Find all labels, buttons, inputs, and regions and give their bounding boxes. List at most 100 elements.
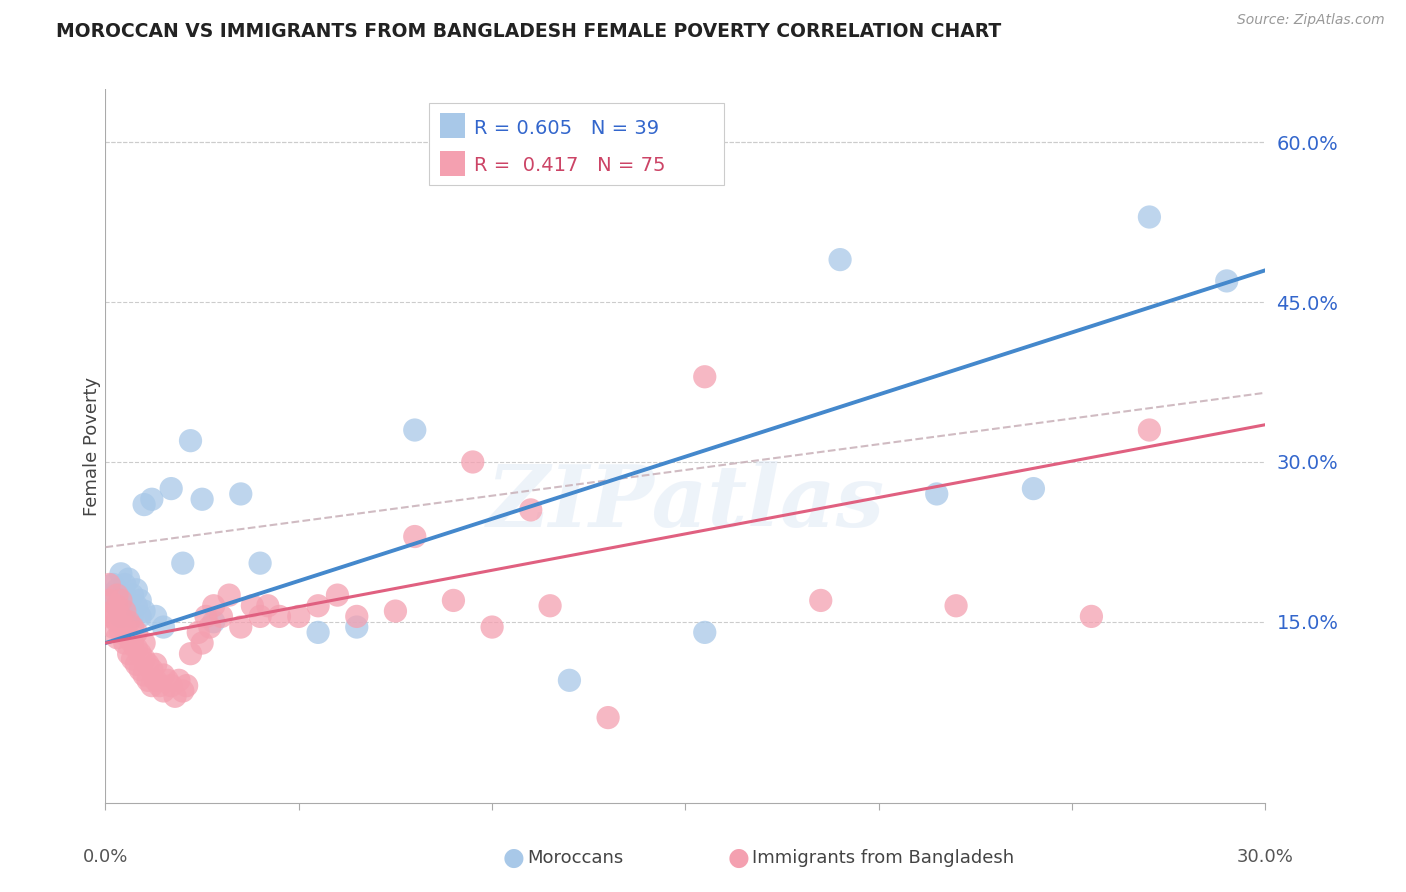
Point — [98, 593, 121, 607]
Point — [110, 566, 132, 581]
Point — [105, 588, 128, 602]
Point — [520, 503, 543, 517]
Y-axis label: Female Poverty: Female Poverty — [83, 376, 101, 516]
Point — [132, 652, 156, 666]
Point — [114, 604, 136, 618]
Point — [105, 631, 128, 645]
Point — [218, 588, 240, 602]
Point — [307, 599, 329, 613]
Point — [152, 668, 174, 682]
Point — [1215, 274, 1237, 288]
Point — [129, 609, 152, 624]
Point — [187, 625, 209, 640]
Point — [132, 498, 156, 512]
Point — [114, 636, 136, 650]
Point — [114, 577, 136, 591]
Point — [249, 556, 271, 570]
Point — [538, 599, 561, 613]
Point — [118, 647, 141, 661]
Point — [98, 588, 121, 602]
Point — [179, 647, 202, 661]
Point — [121, 609, 143, 624]
Point — [141, 679, 163, 693]
Point — [346, 609, 368, 624]
Point — [98, 577, 121, 591]
Text: 30.0%: 30.0% — [1237, 847, 1294, 865]
Point — [242, 599, 264, 613]
Point — [202, 615, 225, 629]
Point — [326, 588, 349, 602]
Text: Source: ZipAtlas.com: Source: ZipAtlas.com — [1237, 13, 1385, 28]
Point — [229, 620, 252, 634]
Point — [693, 625, 716, 640]
Text: ZIPatlas: ZIPatlas — [486, 461, 884, 545]
Point — [105, 599, 128, 613]
Point — [110, 593, 132, 607]
Point — [132, 668, 156, 682]
Point — [160, 482, 183, 496]
Point — [114, 588, 136, 602]
Point — [384, 604, 406, 618]
Text: Immigrants from Bangladesh: Immigrants from Bangladesh — [752, 849, 1014, 867]
Point — [160, 679, 183, 693]
Point — [129, 647, 152, 661]
Point — [121, 588, 143, 602]
Point — [1139, 210, 1161, 224]
Point — [125, 582, 148, 597]
Point — [121, 636, 143, 650]
Point — [118, 572, 141, 586]
Point — [125, 599, 148, 613]
Point — [229, 487, 252, 501]
Point — [211, 609, 233, 624]
Point — [125, 641, 148, 656]
Point — [110, 609, 132, 624]
Point — [481, 620, 503, 634]
Point — [114, 620, 136, 634]
Point — [191, 636, 214, 650]
Point — [404, 423, 426, 437]
Text: Moroccans: Moroccans — [527, 849, 623, 867]
Point — [249, 609, 271, 624]
Point — [121, 652, 143, 666]
Text: ●: ● — [502, 847, 524, 870]
Point — [287, 609, 309, 624]
Point — [172, 556, 194, 570]
Point — [118, 604, 141, 618]
Point — [194, 609, 217, 624]
Point — [202, 599, 225, 613]
Point — [925, 487, 948, 501]
Point — [172, 684, 194, 698]
Point — [132, 636, 156, 650]
Point — [152, 620, 174, 634]
Text: 0.0%: 0.0% — [83, 847, 128, 865]
Point — [441, 593, 464, 607]
Point — [461, 455, 484, 469]
Point — [105, 582, 128, 597]
Point — [156, 673, 179, 688]
Point — [307, 625, 329, 640]
Point — [145, 609, 167, 624]
Point — [945, 599, 967, 613]
Point — [136, 673, 159, 688]
Point — [693, 369, 716, 384]
Point — [141, 663, 163, 677]
Point — [141, 492, 163, 507]
Point — [129, 663, 152, 677]
Point — [1139, 423, 1161, 437]
Point — [152, 684, 174, 698]
Point — [1022, 482, 1045, 496]
Point — [163, 690, 186, 704]
Point — [136, 657, 159, 672]
Point — [1080, 609, 1102, 624]
Point — [145, 657, 167, 672]
Point — [110, 609, 132, 624]
Point — [103, 577, 124, 591]
Point — [118, 615, 141, 629]
Point — [98, 609, 121, 624]
Point — [828, 252, 851, 267]
Text: R =  0.417   N = 75: R = 0.417 N = 75 — [474, 156, 665, 175]
Point — [105, 599, 128, 613]
Text: MOROCCAN VS IMMIGRANTS FROM BANGLADESH FEMALE POVERTY CORRELATION CHART: MOROCCAN VS IMMIGRANTS FROM BANGLADESH F… — [56, 22, 1001, 41]
Text: ●: ● — [727, 847, 749, 870]
Point — [558, 673, 581, 688]
